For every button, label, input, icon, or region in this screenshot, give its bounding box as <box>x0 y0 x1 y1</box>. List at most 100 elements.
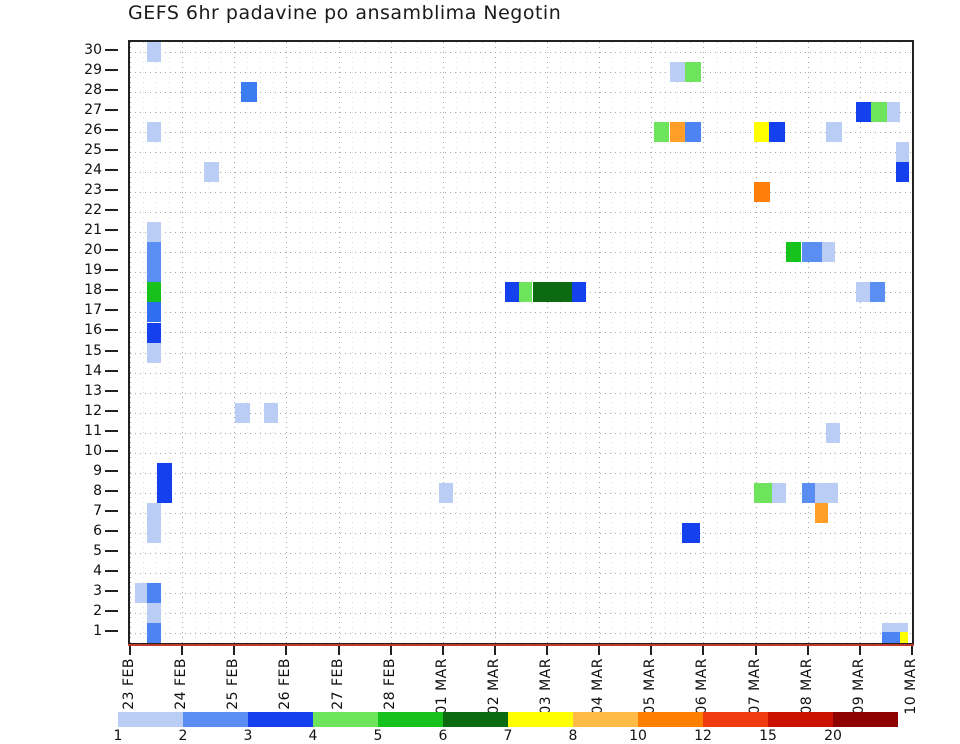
colorbar-segment <box>768 712 833 727</box>
horizontal-gridlines <box>130 42 912 643</box>
y-axis: 30 29 28 27 26 25 24 23 22 21 20 19 18 17 16 15 14 13 12 11… <box>0 40 124 645</box>
gridline-vertical-minor <box>417 42 418 643</box>
precip-cell <box>146 522 162 543</box>
colorbar-segment <box>573 712 638 727</box>
colorbar-segment <box>378 712 443 727</box>
y-axis-tick-label: 26 <box>84 122 102 139</box>
y-axis-tick <box>105 89 118 92</box>
precip-cell <box>801 242 823 263</box>
colorbar-tick-label: 7 <box>503 728 513 744</box>
y-axis-tick-label: 4 <box>93 562 102 579</box>
y-axis-tick-label: 29 <box>84 62 102 79</box>
precip-cell <box>157 482 172 503</box>
gridline-vertical-minor <box>352 42 353 643</box>
gridline-vertical-minor <box>378 42 379 643</box>
x-axis-tick <box>285 646 288 655</box>
y-axis-tick <box>105 409 118 412</box>
gridline-vertical-minor <box>404 42 405 643</box>
x-axis-tick <box>389 646 392 655</box>
y-axis-tick-label: 22 <box>84 202 102 219</box>
gridline-vertical-minor <box>430 42 431 643</box>
gridline-vertical-minor <box>586 42 587 643</box>
precip-cell <box>753 182 771 203</box>
gridline-vertical-minor <box>195 42 196 643</box>
gridline-vertical-minor <box>365 42 366 643</box>
x-axis-tick <box>911 646 913 655</box>
precip-cell <box>146 602 162 623</box>
colorbar-tick-label: 2 <box>178 728 188 744</box>
y-axis-tick <box>105 269 118 272</box>
y-axis-tick-label: 13 <box>84 382 102 399</box>
x-axis-tick-label: 28 FEB <box>381 658 398 710</box>
gridline-vertical-minor <box>247 42 248 643</box>
colorbar-tick-label: 12 <box>694 728 712 744</box>
y-axis-tick <box>105 489 118 492</box>
colorbar-tick-label: 20 <box>824 728 842 744</box>
x-axis-tick <box>754 646 757 655</box>
colorbar-segment <box>183 712 248 727</box>
precip-cell <box>146 302 162 323</box>
gridline-vertical-minor <box>847 42 848 643</box>
y-axis-tick-label: 24 <box>84 162 102 179</box>
colorbar-segment <box>508 712 573 727</box>
x-axis-tick <box>233 646 236 655</box>
y-axis-tick-label: 28 <box>84 82 102 99</box>
y-axis-tick <box>105 329 118 332</box>
x-axis-tick <box>702 646 705 655</box>
gridline-horizontal <box>130 433 912 434</box>
precip-cell <box>653 122 670 143</box>
x-axis-tick <box>181 646 184 655</box>
x-axis-tick-label: 25 FEB <box>225 658 242 710</box>
plot-canvas <box>130 42 912 643</box>
y-axis-tick-label: 20 <box>84 242 102 259</box>
x-axis-tick <box>441 646 444 655</box>
gridline-vertical-minor <box>273 42 274 643</box>
x-axis-tick-label: 07 MAR <box>746 658 763 715</box>
colorbar-tick-label: 10 <box>629 728 647 744</box>
plot-area <box>128 40 914 645</box>
y-axis-tick-label: 30 <box>84 42 102 59</box>
y-axis-tick-label: 1 <box>93 622 102 639</box>
gridline-horizontal <box>130 553 912 554</box>
precip-cell <box>896 142 910 163</box>
precip-cell <box>135 582 147 603</box>
colorbar-tick-label: 15 <box>759 728 777 744</box>
colorbar-gradient <box>118 712 898 727</box>
x-axis-tick <box>858 646 861 655</box>
y-axis-tick <box>105 529 118 532</box>
y-axis-tick <box>105 149 118 152</box>
x-axis-tick <box>650 646 653 655</box>
y-axis-tick-label: 11 <box>84 422 102 439</box>
gridline-horizontal <box>130 212 912 213</box>
y-axis-tick-label: 10 <box>84 442 102 459</box>
gridline-horizontal <box>130 573 912 574</box>
y-axis-tick <box>105 229 118 232</box>
colorbar-tick-label: 6 <box>438 728 448 744</box>
gridline-horizontal <box>130 172 912 173</box>
zero-baseline <box>128 644 914 646</box>
gridline-vertical-minor <box>169 42 170 643</box>
colorbar-segment <box>703 712 768 727</box>
gridline-horizontal <box>130 393 912 394</box>
x-axis-tick-label: 01 MAR <box>433 658 450 715</box>
y-axis-tick <box>105 69 118 72</box>
y-axis-tick-label: 5 <box>93 542 102 559</box>
precip-cell <box>157 462 172 483</box>
colorbar-tick-label: 8 <box>568 728 578 744</box>
precip-cell <box>685 122 701 143</box>
precip-cell <box>826 122 842 143</box>
colorbar-segment <box>248 712 313 727</box>
y-axis-tick <box>105 469 118 472</box>
x-axis-tick-label: 23 FEB <box>121 658 137 710</box>
colorbar-tick-label: 3 <box>243 728 253 744</box>
gridline-vertical-minor <box>299 42 300 643</box>
gridline-horizontal <box>130 613 912 614</box>
colorbar-segment <box>118 712 183 727</box>
gridline-horizontal <box>130 473 912 474</box>
gridline-vertical-minor <box>717 42 718 643</box>
y-axis-tick <box>105 189 118 192</box>
gridline-vertical-minor <box>456 42 457 643</box>
gridline-vertical-minor <box>743 42 744 643</box>
gridline-vertical <box>339 42 340 643</box>
